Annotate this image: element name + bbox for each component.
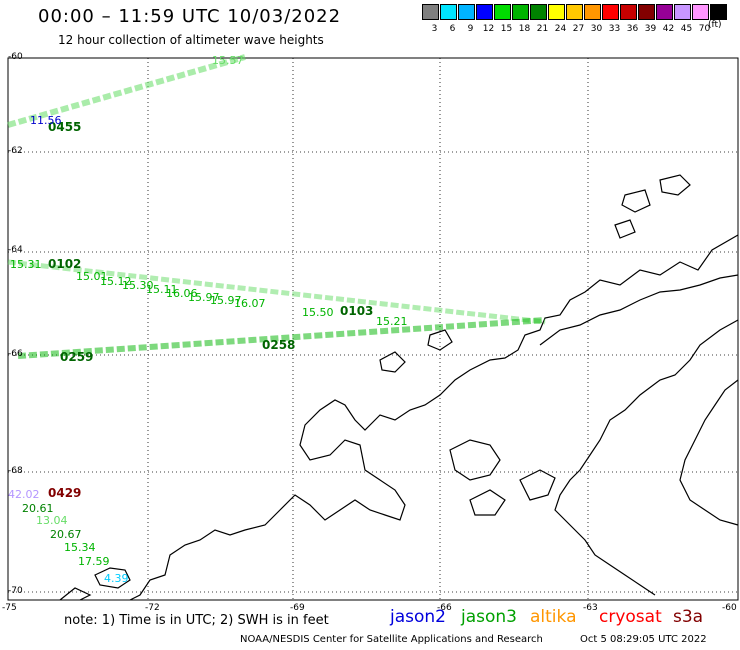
coastline — [59, 174, 739, 601]
wave-height-label: 4.39 — [104, 572, 129, 585]
legend-unit: (ft) — [708, 20, 722, 30]
wave-height-label: 11.56 — [30, 114, 62, 127]
track-time-label: 0429 — [48, 486, 82, 500]
legend-label: 39 — [644, 24, 657, 34]
satellite-jason3-label: jason3 — [461, 607, 517, 627]
track-0258 — [17, 317, 546, 359]
wave-height-label: 15.57 — [212, 54, 244, 67]
legend-swatch — [548, 4, 565, 20]
legend-swatch — [476, 4, 493, 20]
legend-swatch — [692, 4, 709, 20]
satellite-jason2-label: jason2 — [390, 607, 446, 627]
legend-swatch — [494, 4, 511, 20]
lat-label: -64 — [8, 245, 23, 255]
legend-label: 9 — [467, 24, 474, 34]
wave-height-label: 15.34 — [64, 541, 96, 554]
legend-swatch — [458, 4, 475, 20]
legend-swatch — [674, 4, 691, 20]
wave-height-label: 15.97 — [188, 291, 220, 304]
lon-label: -69 — [290, 603, 305, 613]
track-time-label: 0103 — [340, 304, 374, 318]
legend-swatch — [638, 4, 655, 20]
legend-swatch — [584, 4, 601, 20]
lon-label: -63 — [583, 603, 598, 613]
legend-swatch — [530, 4, 547, 20]
wave-height-label: 20.61 — [22, 502, 54, 515]
legend-label: 33 — [608, 24, 621, 34]
map-title: 00:00 – 11:59 UTC 10/03/2022 — [38, 6, 342, 27]
lat-label: -60 — [8, 52, 23, 62]
legend-swatch — [566, 4, 583, 20]
legend-label: 24 — [554, 24, 567, 34]
track-0455 — [7, 54, 246, 128]
lon-label: -75 — [2, 603, 17, 613]
footer-note: note: 1) Time is in UTC; 2) SWH is in fe… — [64, 613, 329, 628]
legend-label: 42 — [662, 24, 675, 34]
map-frame — [7, 57, 739, 601]
lat-label: -66 — [8, 349, 23, 359]
lon-label: -66 — [437, 603, 452, 613]
wave-height-label: 15.21 — [376, 315, 408, 328]
satellite-cryosat-label: cryosat — [599, 607, 662, 627]
wave-height-label: 17.59 — [78, 555, 110, 568]
legend-swatch — [512, 4, 529, 20]
track-time-label: 0259 — [60, 350, 94, 364]
legend-label: 15 — [500, 24, 513, 34]
lon-label: -72 — [145, 603, 160, 613]
track-time-label: 0102 — [48, 257, 82, 271]
legend-label: 21 — [536, 24, 549, 34]
legend-label: 70 — [698, 24, 711, 34]
wave-height-label: 13.04 — [36, 514, 68, 527]
wave-height-label: 15.50 — [302, 306, 334, 319]
legend-swatch — [620, 4, 637, 20]
track-time-label: 0258 — [262, 338, 296, 352]
wave-height-label: 15.30 — [122, 279, 154, 292]
wave-height-label: 15.31 — [10, 258, 42, 271]
lon-label: -60 — [722, 603, 737, 613]
wave-height-label: 16.06 — [166, 287, 198, 300]
legend-swatch — [710, 4, 727, 20]
credit-line: NOAA/NESDIS Center for Satellite Applica… — [240, 634, 543, 645]
legend-label: 30 — [590, 24, 603, 34]
legend-swatch — [656, 4, 673, 20]
wave-height-label: 42.02 — [8, 488, 40, 501]
wave-height-label: 15.97 — [210, 294, 242, 307]
legend-label: 18 — [518, 24, 531, 34]
legend-label: 6 — [449, 24, 456, 34]
wave-height-label: 15.11 — [146, 283, 178, 296]
legend-label: 12 — [482, 24, 495, 34]
lat-label: -62 — [8, 146, 23, 156]
legend-label: 27 — [572, 24, 585, 34]
legend-label: 45 — [680, 24, 693, 34]
legend-label: 3 — [431, 24, 438, 34]
lat-label: -70 — [8, 586, 23, 596]
legend-swatch — [422, 4, 439, 20]
wave-height-label: 16.07 — [234, 297, 266, 310]
track-0102 — [7, 259, 546, 325]
satellite-altika-label: altika — [530, 607, 577, 627]
map-subtitle: 12 hour collection of altimeter wave hei… — [58, 33, 324, 47]
wave-height-label: 20.67 — [50, 528, 82, 541]
legend-label: 36 — [626, 24, 639, 34]
satellite-s3a-label: s3a — [673, 607, 704, 627]
wave-height-label: 15.01 — [76, 270, 108, 283]
lat-label: -68 — [8, 466, 23, 476]
legend-swatch — [440, 4, 457, 20]
generation-timestamp: Oct 5 08:29:05 UTC 2022 — [580, 634, 707, 645]
legend-swatch — [602, 4, 619, 20]
wave-height-label: 15.12 — [100, 275, 132, 288]
graticule — [8, 58, 738, 600]
track-time-label: 0455 — [48, 120, 82, 134]
